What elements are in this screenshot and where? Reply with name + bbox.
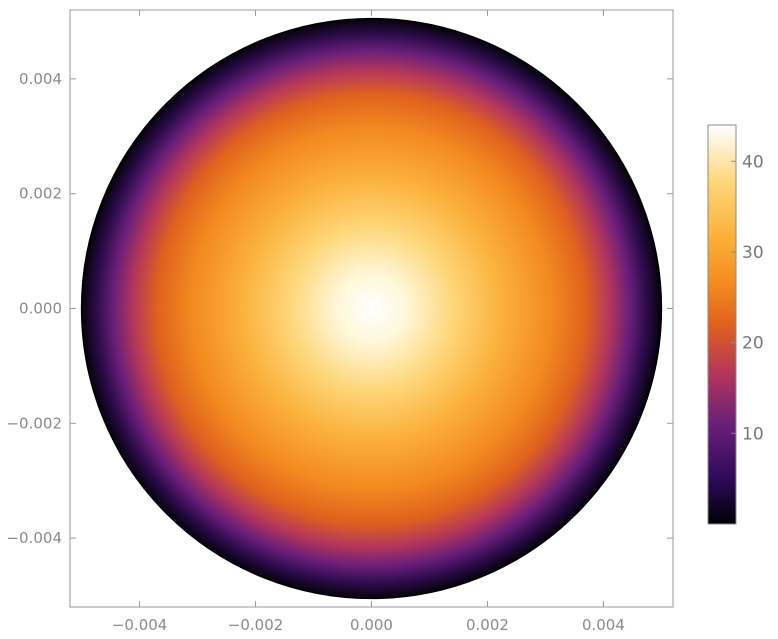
- density-disk: [80, 17, 663, 600]
- y-axis-ticks: −0.004 −0.002 0.000 0.002 0.004: [6, 70, 673, 547]
- x-tick-label: 0.002: [466, 616, 509, 634]
- x-tick-label: 0.000: [350, 616, 393, 634]
- y-tick-label: −0.004: [6, 529, 62, 547]
- colorbar: [707, 124, 737, 525]
- y-tick-label: −0.002: [6, 414, 62, 432]
- y-tick-label: 0.002: [19, 185, 62, 203]
- y-tick-label: 0.000: [19, 300, 62, 318]
- x-tick-label: −0.002: [228, 616, 284, 634]
- x-tick-label: −0.004: [112, 616, 168, 634]
- x-tick-label: 0.004: [582, 616, 625, 634]
- colorbar-ticks: 10 20 30 40: [731, 152, 764, 444]
- y-tick-label: 0.004: [19, 70, 62, 88]
- colorbar-tick-label: 30: [742, 243, 764, 263]
- colorbar-tick-label: 40: [742, 152, 764, 172]
- x-axis-ticks: −0.004 −0.002 0.000 0.002 0.004: [112, 10, 625, 634]
- colorbar-tick-label: 20: [742, 334, 764, 354]
- colorbar-tick-label: 10: [742, 424, 764, 444]
